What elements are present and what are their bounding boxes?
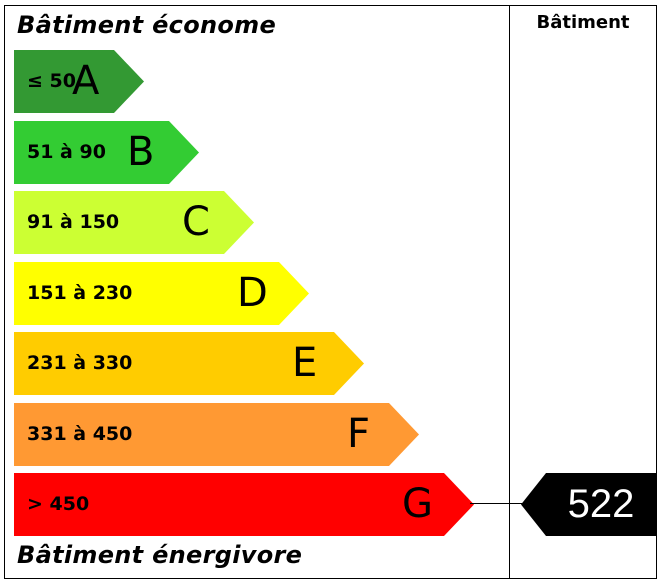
- energy-class-letter: A: [72, 58, 100, 104]
- energy-class-range: 231 à 330: [27, 352, 133, 374]
- energy-class-range: 331 à 450: [27, 423, 133, 445]
- energy-class-letter: G: [402, 481, 433, 527]
- energy-class-arrow: [14, 191, 254, 254]
- energy-class-letter: F: [347, 411, 371, 457]
- energy-class-arrow-shape: [14, 50, 144, 113]
- energy-class-arrow: [14, 332, 364, 395]
- energy-class-letter: D: [237, 270, 268, 316]
- energy-class-arrow-shape: [14, 332, 364, 395]
- label-frame: [4, 5, 657, 579]
- energy-class-range: 51 à 90: [27, 141, 106, 163]
- energy-class-range: ≤ 50: [27, 70, 76, 92]
- economical-title: Bâtiment économe: [17, 11, 277, 39]
- building-value: 522: [567, 482, 635, 526]
- energy-class-letter: B: [127, 129, 155, 175]
- energy-class-arrow-shape: [14, 121, 199, 184]
- energy-class-arrow: [14, 403, 419, 466]
- energy-class-letter: E: [292, 340, 318, 386]
- energy-class-arrow-shape: [14, 262, 309, 325]
- energy-class-range: 151 à 230: [27, 282, 133, 304]
- energy-class-d: 151 à 230 D: [14, 262, 309, 325]
- energy-class-c: 91 à 150 C: [14, 191, 254, 254]
- energy-class-letter: C: [182, 199, 210, 245]
- energy-class-arrow: [14, 121, 199, 184]
- energy-class-f: 331 à 450 F: [14, 403, 419, 466]
- energy-class-arrow: [14, 262, 309, 325]
- energy-class-g: > 450 G: [14, 473, 474, 536]
- energy-class-a: ≤ 50 A: [14, 50, 144, 113]
- energy-class-arrow-shape: [14, 191, 254, 254]
- energy-class-e: 231 à 330 E: [14, 332, 364, 395]
- building-column-title: Bâtiment: [536, 12, 630, 33]
- column-divider: [509, 5, 510, 579]
- energy-class-b: 51 à 90 B: [14, 121, 199, 184]
- energy-intensive-title: Bâtiment énergivore: [17, 541, 303, 569]
- marker-connector-line: [470, 503, 522, 504]
- building-value-marker: [521, 473, 657, 536]
- energy-class-arrow: [14, 50, 144, 113]
- energy-class-arrow-shape: [14, 403, 419, 466]
- energy-class-arrow: [14, 473, 474, 536]
- energy-class-arrow-shape: [14, 473, 474, 536]
- energy-class-range: > 450: [27, 493, 90, 515]
- energy-class-range: 91 à 150: [27, 211, 120, 233]
